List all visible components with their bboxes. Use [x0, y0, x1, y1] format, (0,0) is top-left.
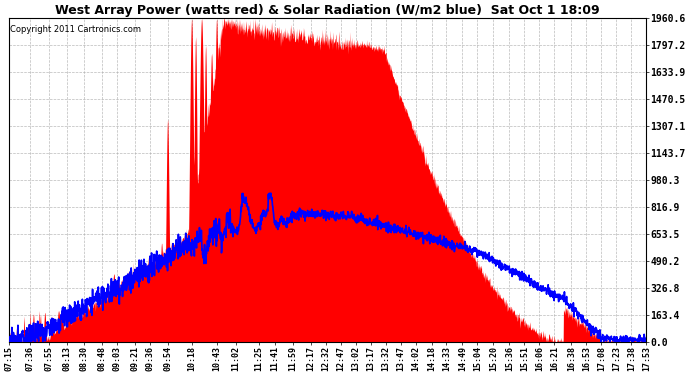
Text: Copyright 2011 Cartronics.com: Copyright 2011 Cartronics.com — [10, 25, 141, 34]
Title: West Array Power (watts red) & Solar Radiation (W/m2 blue)  Sat Oct 1 18:09: West Array Power (watts red) & Solar Rad… — [55, 4, 600, 17]
